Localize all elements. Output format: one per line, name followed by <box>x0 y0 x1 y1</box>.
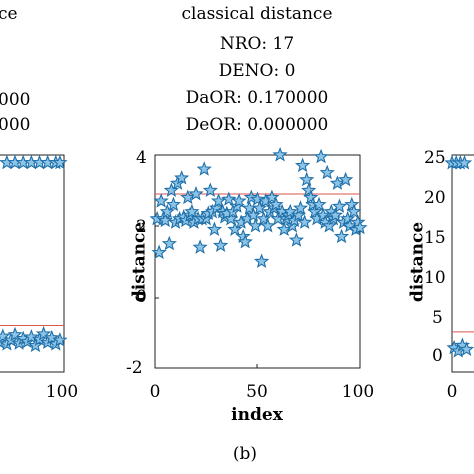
mid-point-28 <box>206 221 223 237</box>
left-point-27 <box>52 332 68 347</box>
mid-point-7 <box>163 182 180 198</box>
mid-point-1 <box>151 244 167 260</box>
mid-point-12 <box>174 170 190 185</box>
mid-point-43 <box>237 233 253 249</box>
x-axis-label: index <box>231 405 283 425</box>
right-xtick-0: 0 <box>446 382 458 402</box>
mid-point-19 <box>188 185 204 201</box>
xtick-50: 50 <box>246 382 268 402</box>
left-stat-fragment-2: 000 <box>0 115 31 135</box>
right-ytick-25: 25 <box>424 148 446 168</box>
mid-point-23 <box>196 161 212 176</box>
mid-point-47 <box>245 207 262 222</box>
mid-point-90 <box>333 228 350 244</box>
right-ytick-15: 15 <box>424 228 446 248</box>
mid-point-95 <box>344 196 360 212</box>
mid-point-58 <box>268 196 284 212</box>
mid-point-70 <box>292 200 309 215</box>
ytick-4: 4 <box>136 148 147 168</box>
mid-point-30 <box>210 193 227 208</box>
left-point-20 <box>23 329 39 344</box>
mid-point-56 <box>264 189 280 205</box>
mid-point-21 <box>192 239 208 254</box>
mid-point-89 <box>331 198 348 213</box>
mid-point-8 <box>165 196 182 212</box>
mid-point-4 <box>157 212 173 228</box>
mid-point-51 <box>253 253 270 269</box>
left-point-16 <box>7 326 23 342</box>
left-xtick-100: 100 <box>45 382 79 402</box>
mid-point-94 <box>342 217 358 233</box>
mid-point-73 <box>299 171 315 187</box>
mid-point-31 <box>212 237 229 253</box>
mid-point-72 <box>297 214 313 229</box>
mid-point-26 <box>202 182 218 198</box>
figure-caption: (b) <box>232 444 258 464</box>
mid-point-77 <box>307 203 323 219</box>
stat-nro: NRO: 17 <box>219 34 295 54</box>
ytick-2: 2 <box>136 217 147 237</box>
mid-point-17 <box>184 203 200 219</box>
mid-point-71 <box>294 157 311 173</box>
mid-point-50 <box>251 200 268 215</box>
stat-deno: DENO: 0 <box>218 61 296 81</box>
left-axes-frame <box>0 154 65 373</box>
mid-point-62 <box>276 221 292 237</box>
mid-point-38 <box>227 221 243 237</box>
mid-point-6 <box>161 235 177 251</box>
right-ytick-10: 10 <box>424 268 446 288</box>
mid-point-88 <box>329 175 346 190</box>
mid-point-5 <box>159 203 175 219</box>
mid-point-68 <box>288 232 305 247</box>
ytick-0: 0 <box>136 287 147 307</box>
stat-deor: DeOR: 0.000000 <box>185 115 329 135</box>
mid-point-15 <box>180 189 196 205</box>
right-axes-frame <box>451 154 474 373</box>
mid-point-49 <box>249 191 266 206</box>
left-point-7 <box>52 154 68 170</box>
left-title-fragment: ce <box>0 4 18 24</box>
right-ytick-5: 5 <box>432 308 443 328</box>
left-point-13 <box>0 328 11 343</box>
right-point-7 <box>458 341 474 357</box>
mid-point-80 <box>313 148 329 164</box>
mid-point-87 <box>327 207 344 222</box>
mid-point-65 <box>282 203 298 219</box>
mid-point-2 <box>153 193 169 208</box>
stat-daor: DaOR: 0.170000 <box>185 88 329 108</box>
mid-point-79 <box>311 196 327 212</box>
right-point-3 <box>456 154 473 170</box>
left-point-23 <box>35 325 52 341</box>
mid-point-74 <box>301 182 317 198</box>
mid-point-81 <box>315 207 331 222</box>
right-ytick-0: 0 <box>432 346 443 366</box>
xtick-100: 100 <box>341 382 375 402</box>
mid-point-40 <box>231 193 247 208</box>
mid-point-35 <box>221 191 237 206</box>
mid-point-48 <box>247 217 264 233</box>
mid-point-75 <box>303 189 319 205</box>
mid-point-99 <box>352 219 368 235</box>
xtick-0: 0 <box>149 382 161 402</box>
mid-point-54 <box>260 217 276 233</box>
mid-point-52 <box>256 210 272 226</box>
right-ytick-20: 20 <box>424 188 446 208</box>
mid-point-96 <box>346 203 362 219</box>
mid-point-93 <box>340 210 356 226</box>
chart-title: classical distance <box>181 4 333 24</box>
mid-point-83 <box>319 164 335 180</box>
mid-point-60 <box>272 146 288 162</box>
left-stat-fragment-1: 000 <box>0 90 31 110</box>
mid-point-92 <box>338 171 354 187</box>
left-point-25 <box>44 329 60 345</box>
mid-point-84 <box>321 217 337 233</box>
ytick-neg2: -2 <box>126 358 143 378</box>
